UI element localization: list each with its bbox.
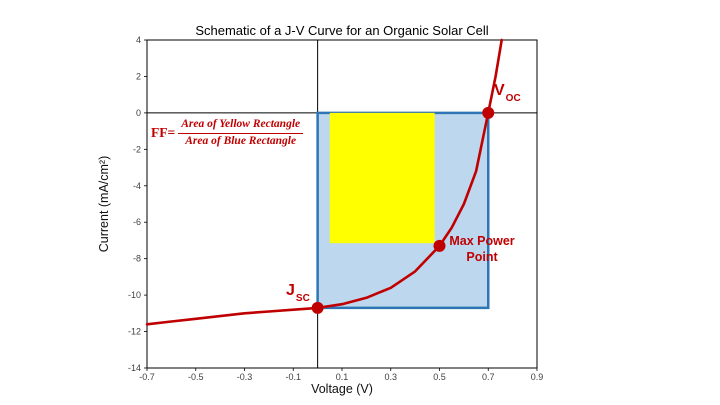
y-tick-label: 0 xyxy=(136,108,141,118)
chart-title: Schematic of a J-V Curve for an Organic … xyxy=(195,23,489,38)
ff-numerator: Area of Yellow Rectangle xyxy=(178,117,304,134)
x-tick-label: -0.7 xyxy=(139,372,155,382)
y-tick-label: -14 xyxy=(128,363,141,373)
x-tick-label: 0.3 xyxy=(384,372,397,382)
x-tick-label: -0.3 xyxy=(237,372,253,382)
voc-label: VOC xyxy=(494,82,521,105)
y-tick-label: -6 xyxy=(133,217,141,227)
y-tick-label: -8 xyxy=(133,254,141,264)
y-tick-label: 2 xyxy=(136,71,141,81)
y-tick-label: 4 xyxy=(136,35,141,45)
x-axis-title: Voltage (V) xyxy=(311,382,373,396)
jsc-label: JSC xyxy=(286,282,310,305)
ff-fraction: Area of Yellow Rectangle Area of Blue Re… xyxy=(178,117,304,149)
x-tick-label: -0.5 xyxy=(188,372,204,382)
x-tick-label: 0.9 xyxy=(531,372,544,382)
x-tick-label: 0.5 xyxy=(433,372,446,382)
voc-marker xyxy=(482,106,495,119)
jsc-marker xyxy=(311,301,324,314)
max-power-point-label: Max Power Point xyxy=(449,234,515,264)
y-tick-label: -4 xyxy=(133,181,141,191)
x-tick-label: 0.7 xyxy=(482,372,495,382)
yellow-rectangle xyxy=(329,112,435,244)
max-power-point-marker xyxy=(433,239,446,252)
x-tick-label: 0.1 xyxy=(336,372,349,382)
y-tick-label: -10 xyxy=(128,290,141,300)
ff-prefix: FF= xyxy=(151,124,176,140)
fill-factor-formula: FF= Area of Yellow Rectangle Area of Blu… xyxy=(151,117,304,149)
ff-denominator: Area of Blue Rectangle xyxy=(185,134,297,147)
y-tick-label: -12 xyxy=(128,327,141,337)
y-axis-title: Current (mA/cm²) xyxy=(97,155,111,253)
x-tick-label: -0.1 xyxy=(285,372,301,382)
y-tick-label: -2 xyxy=(133,144,141,154)
jv-curve xyxy=(145,38,503,326)
